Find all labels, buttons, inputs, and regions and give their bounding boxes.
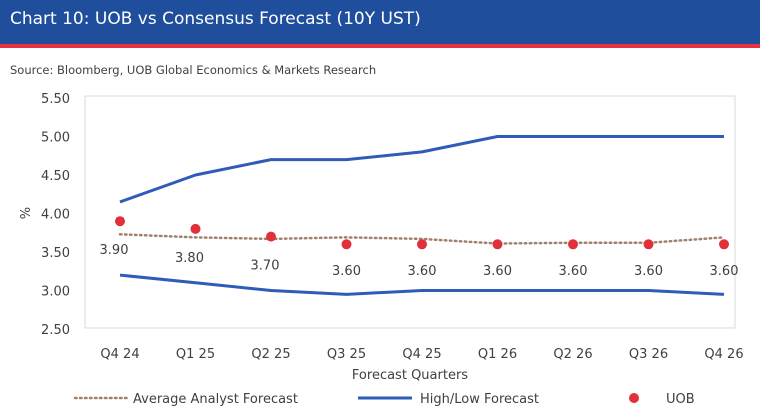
- uob-data-label: 3.90: [100, 243, 129, 258]
- uob-marker: [568, 239, 578, 250]
- series-line-average-analyst: [118, 233, 726, 245]
- x-tick-label: Q2 26: [553, 347, 592, 362]
- x-tick-label: Q1 26: [478, 347, 517, 362]
- legend-label-uob: UOB: [666, 392, 695, 407]
- x-tick-label: Q3 25: [327, 347, 366, 362]
- x-tick-label: Q1 25: [176, 347, 215, 362]
- x-tick-label: Q4 24: [100, 347, 139, 362]
- y-tick-label: 4.50: [41, 169, 70, 184]
- plot-area: [84, 95, 736, 329]
- y-tick-label: 2.50: [41, 323, 70, 338]
- uob-marker: [266, 231, 276, 242]
- y-tick-label: 3.50: [41, 246, 70, 261]
- legend-swatch-uob: [629, 393, 639, 403]
- source-note: Source: Bloomberg, UOB Global Economics …: [10, 63, 377, 77]
- y-tick-label: 4.00: [41, 208, 70, 223]
- legend-label-average: Average Analyst Forecast: [133, 392, 298, 407]
- x-tick-label: Q4 25: [402, 347, 441, 362]
- uob-data-label: 3.70: [251, 259, 280, 274]
- y-tick-label: 5.00: [41, 131, 70, 146]
- uob-data-label: 3.60: [710, 264, 739, 279]
- y-tick-label: 3.00: [41, 285, 70, 300]
- chart-title: Chart 10: UOB vs Consensus Forecast (10Y…: [10, 9, 421, 29]
- uob-marker: [190, 223, 201, 234]
- series-line-high-low: [119, 135, 724, 204]
- uob-marker: [115, 216, 125, 227]
- uob-data-label: 3.60: [332, 264, 361, 279]
- series-line-high-low: [119, 273, 725, 296]
- x-axis-label: Forecast Quarters: [352, 368, 468, 383]
- y-axis-label: %: [19, 207, 34, 219]
- uob-marker: [341, 239, 352, 250]
- chart-header: Chart 10: UOB vs Consensus Forecast (10Y…: [0, 0, 760, 48]
- uob-marker: [417, 239, 427, 250]
- uob-data-label: 3.60: [634, 264, 663, 279]
- uob-data-label: 3.60: [408, 264, 437, 279]
- y-tick-label: 5.50: [41, 92, 70, 107]
- x-tick-label: Q4 26: [704, 347, 743, 362]
- uob-marker: [719, 239, 729, 250]
- uob-data-label: 3.80: [175, 251, 204, 266]
- x-tick-label: Q3 26: [629, 347, 668, 362]
- legend-label-high-low: High/Low Forecast: [420, 392, 539, 407]
- uob-marker: [492, 239, 503, 250]
- uob-data-label: 3.60: [559, 264, 588, 279]
- uob-marker: [643, 239, 654, 250]
- x-tick-label: Q2 25: [251, 347, 290, 362]
- uob-data-label: 3.60: [483, 264, 512, 279]
